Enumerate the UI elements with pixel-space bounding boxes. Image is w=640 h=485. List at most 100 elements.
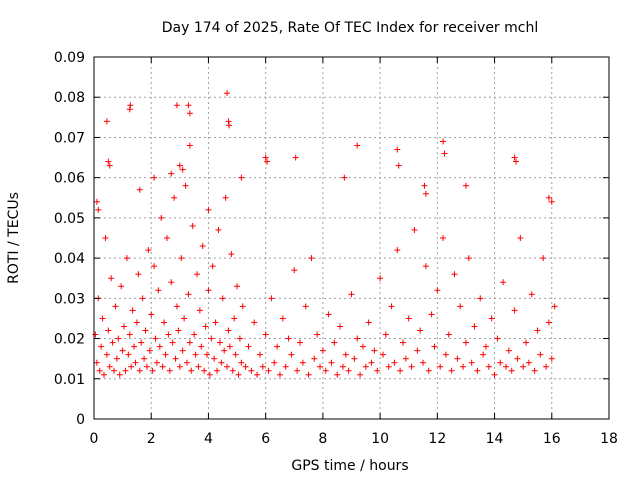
data-point <box>471 323 478 330</box>
data-point <box>357 371 364 378</box>
data-point <box>218 359 225 366</box>
data-point <box>460 363 467 370</box>
data-point <box>155 287 162 294</box>
data-point <box>359 343 366 350</box>
data-point <box>179 166 186 173</box>
data-point <box>119 347 126 354</box>
data-point <box>212 319 219 326</box>
data-point <box>445 331 452 338</box>
data-point <box>525 359 532 366</box>
data-point <box>238 174 245 181</box>
data-point <box>188 367 195 374</box>
data-point <box>437 363 444 370</box>
data-point <box>93 198 100 205</box>
data-point <box>183 359 190 366</box>
data-point <box>136 186 143 193</box>
data-point <box>474 367 481 374</box>
data-point <box>99 315 106 322</box>
x-tick-label: 12 <box>428 431 446 447</box>
data-point <box>342 351 349 358</box>
data-point <box>397 367 404 374</box>
data-point <box>196 307 203 314</box>
data-point <box>540 255 547 262</box>
data-point <box>385 363 392 370</box>
data-point <box>201 367 208 374</box>
data-point <box>548 198 555 205</box>
data-point <box>112 303 119 310</box>
data-point <box>420 359 427 366</box>
y-tick-label: 0.01 <box>54 372 85 388</box>
data-point <box>191 331 198 338</box>
data-point <box>528 291 535 298</box>
data-point <box>161 319 168 326</box>
data-point <box>215 226 222 233</box>
data-point <box>371 347 378 354</box>
data-point <box>159 363 166 370</box>
data-point <box>520 363 527 370</box>
data-point <box>225 327 232 334</box>
grid-layer <box>94 57 609 419</box>
data-point <box>545 194 552 201</box>
data-point <box>394 146 401 153</box>
data-point <box>497 359 504 366</box>
chart-title: Day 174 of 2025, Rate Of TEC Index for r… <box>162 20 538 36</box>
data-point <box>462 182 469 189</box>
data-point <box>282 363 289 370</box>
data-point <box>395 162 402 169</box>
data-point <box>205 287 212 294</box>
data-point <box>106 363 113 370</box>
data-points-layer <box>92 90 558 378</box>
data-point <box>239 303 246 310</box>
data-point <box>232 351 239 358</box>
data-point <box>105 327 112 334</box>
data-point <box>118 283 125 290</box>
data-point <box>141 355 148 362</box>
data-point <box>122 367 129 374</box>
data-point <box>297 339 303 346</box>
data-point <box>168 279 175 286</box>
data-point <box>168 170 175 177</box>
x-tick-label: 6 <box>261 431 270 447</box>
data-point <box>248 367 255 374</box>
data-point <box>92 331 99 338</box>
data-point <box>108 275 115 282</box>
data-point <box>274 343 281 350</box>
data-point <box>111 367 118 374</box>
data-point <box>414 347 421 354</box>
data-point <box>224 90 231 97</box>
data-point <box>422 263 429 270</box>
data-point <box>421 182 428 189</box>
data-point <box>225 118 232 125</box>
data-point <box>171 194 178 201</box>
data-point <box>425 367 432 374</box>
data-point <box>113 355 120 362</box>
data-point <box>109 339 116 346</box>
y-tick-label: 0.09 <box>54 50 85 66</box>
data-point <box>214 367 221 374</box>
data-point <box>408 363 415 370</box>
data-point <box>179 347 186 354</box>
data-point <box>162 351 169 358</box>
x-tick-label: 14 <box>486 431 504 447</box>
data-point <box>428 311 435 318</box>
data-point <box>477 295 484 302</box>
data-point <box>102 235 109 241</box>
data-point <box>317 363 324 370</box>
data-point <box>238 359 245 366</box>
data-point <box>219 295 226 302</box>
data-point <box>457 303 464 310</box>
data-point <box>226 122 233 129</box>
data-point <box>208 335 215 342</box>
data-point <box>322 367 329 374</box>
data-point <box>251 319 258 326</box>
data-point <box>139 295 146 302</box>
data-point <box>236 335 243 342</box>
data-point <box>204 351 211 358</box>
data-point <box>176 363 183 370</box>
data-point <box>103 351 110 358</box>
data-point <box>242 363 249 370</box>
data-point <box>265 367 272 374</box>
axis-ticks-layer: 0 2 4 6 8 10 12 14 16 18 0 0.01 0.02 0.03 0.04 0.05 0.06… <box>54 50 618 447</box>
data-point <box>133 319 140 326</box>
